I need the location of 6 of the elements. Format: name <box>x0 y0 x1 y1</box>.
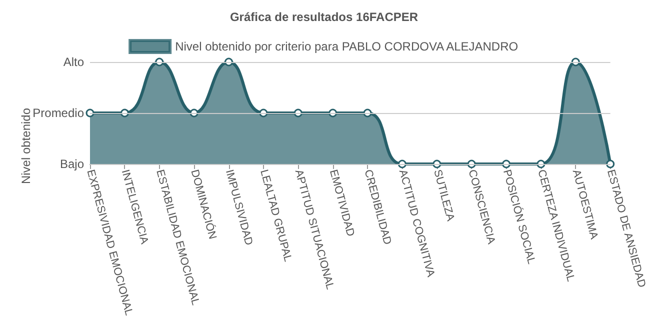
y-axis-title: Nivel obtenido <box>19 108 33 184</box>
chart-title: Gráfica de resultados 16FACPER <box>230 10 418 24</box>
legend-label: Nivel obtenido por criterio para PABLO CORDOVA ALEJANDRO <box>175 40 518 54</box>
ref-line-label: Alto <box>63 55 84 69</box>
ref-line-label: Bajo <box>60 157 84 171</box>
ref-line-label: Promedio <box>32 106 84 120</box>
